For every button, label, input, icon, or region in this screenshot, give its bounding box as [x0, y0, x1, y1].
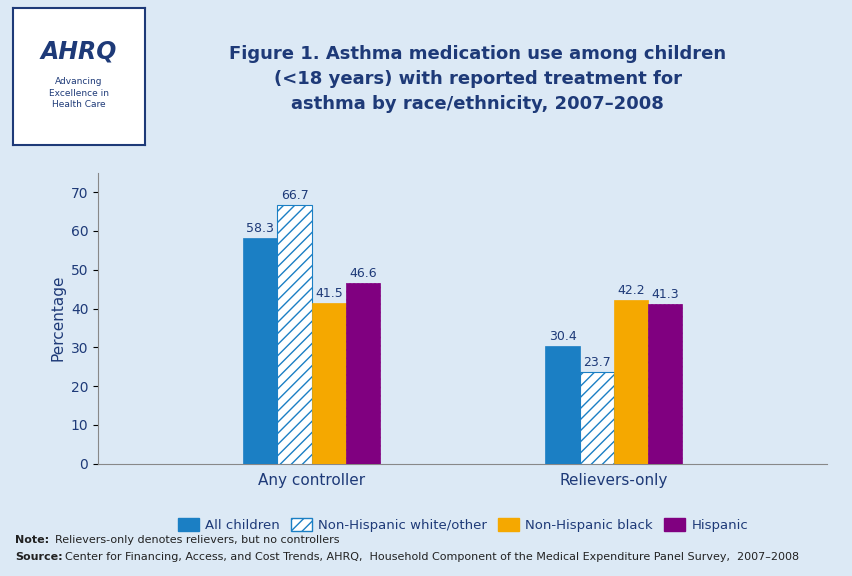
Text: Source:: Source: — [15, 552, 63, 562]
Bar — [648, 304, 682, 464]
Bar — [544, 346, 579, 464]
Text: 23.7: 23.7 — [582, 356, 610, 369]
Text: 41.5: 41.5 — [314, 287, 343, 300]
Bar — [346, 283, 380, 464]
Bar — [277, 205, 311, 464]
Text: Note:: Note: — [15, 535, 49, 545]
Text: 30.4: 30.4 — [548, 330, 576, 343]
Text: 46.6: 46.6 — [348, 267, 377, 281]
Bar — [613, 300, 648, 464]
Text: 41.3: 41.3 — [651, 288, 678, 301]
Bar — [243, 237, 277, 464]
Text: 58.3: 58.3 — [246, 222, 273, 235]
Text: Advancing
Excellence in
Health Care: Advancing Excellence in Health Care — [49, 77, 109, 109]
Bar — [579, 372, 613, 464]
Text: 66.7: 66.7 — [280, 190, 308, 202]
Legend: All children, Non-Hispanic white/other, Non-Hispanic black, Hispanic: All children, Non-Hispanic white/other, … — [172, 513, 752, 537]
Text: 42.2: 42.2 — [617, 285, 644, 297]
Text: Center for Financing, Access, and Cost Trends, AHRQ,  Household Component of the: Center for Financing, Access, and Cost T… — [58, 552, 798, 562]
Text: Figure 1. Asthma medication use among children
(<18 years) with reported treatme: Figure 1. Asthma medication use among ch… — [229, 46, 725, 113]
Text: Relievers-only denotes relievers, but no controllers: Relievers-only denotes relievers, but no… — [48, 535, 339, 545]
Bar — [311, 303, 346, 464]
Y-axis label: Percentage: Percentage — [50, 275, 65, 362]
Text: AHRQ: AHRQ — [41, 40, 117, 64]
